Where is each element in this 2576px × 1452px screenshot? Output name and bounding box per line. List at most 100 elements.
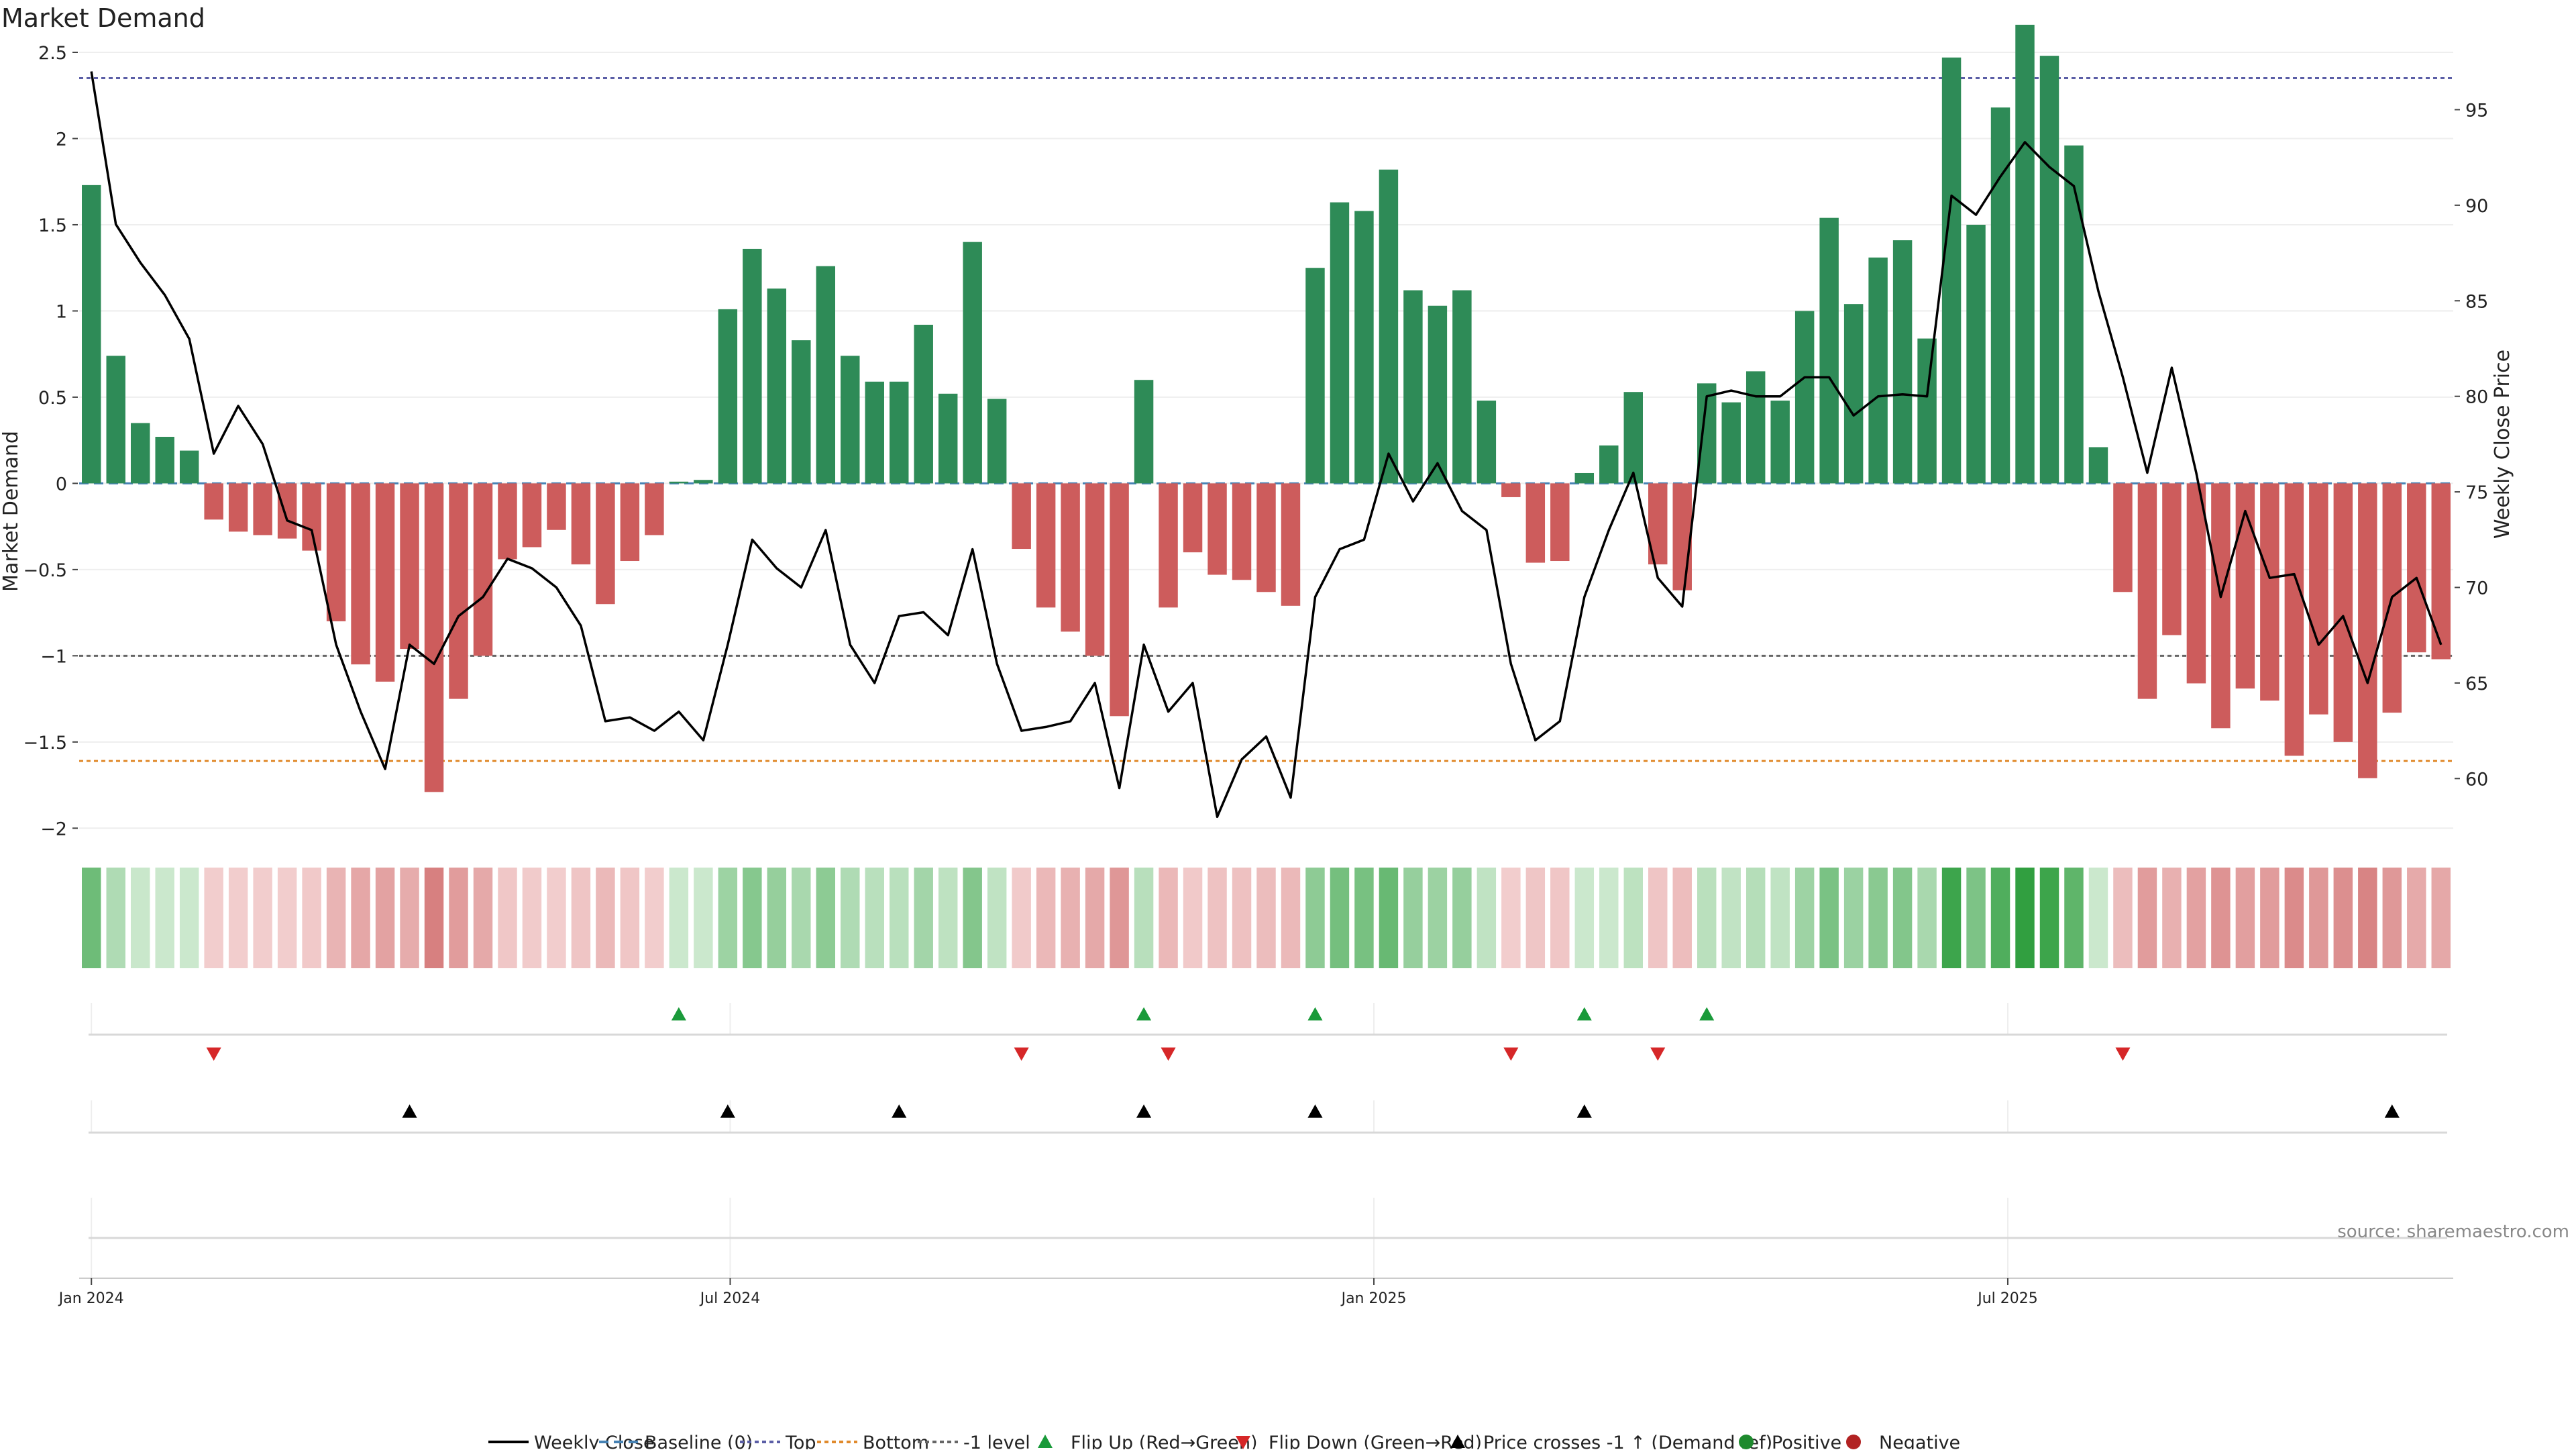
demand-bar: [694, 480, 713, 484]
heat-cell: [1574, 868, 1595, 968]
event-rows: [89, 1003, 2447, 1278]
y-tick-label: −2: [40, 819, 67, 839]
flip-down-marker: [1161, 1047, 1176, 1061]
heat-cell: [620, 868, 640, 968]
demand-bar: [1354, 211, 1374, 484]
demand-bar: [326, 483, 346, 621]
demand-bar: [253, 483, 272, 535]
heat-cell: [155, 868, 174, 968]
heat-cell: [2284, 868, 2304, 968]
heat-cell: [547, 868, 566, 968]
heat-cell: [718, 868, 738, 968]
heat-cell: [351, 868, 370, 968]
y-tick-label: 0: [56, 474, 67, 495]
y2-tick-label: 90: [2465, 196, 2488, 217]
legend-item-flip-down: Flip Down (Green→Red): [1236, 1433, 1482, 1452]
heat-cell: [326, 868, 346, 968]
demand-bar: [2260, 483, 2279, 701]
legend-item-flip-up: Flip Up (Red→Green): [1038, 1433, 1258, 1452]
heat-cell: [1403, 868, 1423, 968]
demand-bar: [620, 483, 640, 562]
heat-cell: [1672, 868, 1692, 968]
heat-cell: [204, 868, 223, 968]
heat-cell: [1354, 868, 1374, 968]
legend-swatch: [1038, 1435, 1053, 1448]
heat-cell: [2260, 868, 2279, 968]
flip-down-marker: [1503, 1047, 1519, 1061]
heat-cell: [2382, 868, 2402, 968]
heat-cell: [1697, 868, 1717, 968]
heat-cell: [2358, 868, 2377, 968]
heat-cell: [1721, 868, 1741, 968]
demand-bar: [1574, 472, 1595, 484]
legend-item-minus1: -1 level: [918, 1433, 1030, 1452]
demand-bar: [1428, 305, 1448, 484]
heat-cell: [473, 868, 493, 968]
demand-bar: [130, 423, 150, 484]
flip-up-marker: [1699, 1007, 1715, 1021]
heat-cell: [400, 868, 419, 968]
heat-cell: [914, 868, 933, 968]
demand-bar: [767, 289, 787, 484]
heat-cell: [1550, 868, 1570, 968]
demand-bars: [82, 24, 2451, 792]
demand-bar: [2333, 483, 2353, 742]
demand-bar: [596, 483, 615, 605]
y2-tick-label: 75: [2465, 482, 2488, 503]
heat-cell: [1477, 868, 1497, 968]
demand-bar: [1379, 169, 1399, 484]
heat-cell: [1623, 868, 1643, 968]
demand-bar: [1110, 483, 1129, 717]
demand-bar: [2431, 483, 2451, 660]
demand-bar: [2186, 483, 2206, 684]
heat-cell: [841, 868, 860, 968]
demand-bar: [547, 483, 566, 530]
price-line-group: [90, 71, 2443, 819]
flip-down-marker: [1650, 1047, 1666, 1061]
demand-bar: [1746, 371, 1766, 484]
demand-bar: [277, 483, 297, 539]
demand-bar: [179, 450, 199, 484]
demand-bar: [1281, 483, 1301, 606]
demand-bar: [865, 381, 884, 484]
demand-bar: [1721, 402, 1741, 484]
heat-cell: [449, 868, 468, 968]
y2-tick-label: 65: [2465, 674, 2488, 694]
chart-title: Market Demand: [1, 3, 205, 33]
demand-bar: [1330, 202, 1350, 484]
demand-bar: [571, 483, 591, 565]
heat-cell: [253, 868, 272, 968]
x-tick-label: Jul 2025: [1976, 1290, 2038, 1307]
demand-bar: [2407, 483, 2426, 653]
heat-strip: [82, 868, 2451, 968]
y-tick-label: −1.5: [23, 733, 67, 754]
demand-bar: [204, 483, 223, 520]
heat-cell: [694, 868, 713, 968]
legend-swatch: [1450, 1435, 1465, 1448]
heat-cell: [2309, 868, 2328, 968]
x-tick-label: Jul 2024: [699, 1290, 761, 1307]
y-tick-label: 1: [56, 301, 67, 322]
heat-cell: [1917, 868, 1937, 968]
y-tick-label: −1: [40, 646, 67, 667]
demand-bar: [1036, 483, 1056, 608]
price-cross-marker: [1307, 1104, 1323, 1118]
heat-cell: [2015, 868, 2035, 968]
y-tick-label: 2: [56, 129, 67, 150]
heat-cell: [767, 868, 787, 968]
demand-bar: [938, 393, 958, 484]
heat-cell: [1085, 868, 1105, 968]
legend-swatch: [1846, 1435, 1861, 1449]
y-axis-left: −2 −1.5 −1 −0.5 0 0.5 1 1.5 2 2.5: [23, 43, 78, 839]
heat-cell: [865, 868, 884, 968]
flip-down-marker: [206, 1047, 221, 1061]
legend-label: Positive: [1772, 1433, 1841, 1449]
heat-cell: [179, 868, 199, 968]
demand-bar: [1941, 57, 1962, 484]
heat-cell: [2064, 868, 2084, 968]
demand-bar: [1550, 483, 1570, 562]
heat-cell: [1648, 868, 1668, 968]
heat-cell: [2407, 868, 2426, 968]
demand-bar: [2064, 145, 2084, 484]
